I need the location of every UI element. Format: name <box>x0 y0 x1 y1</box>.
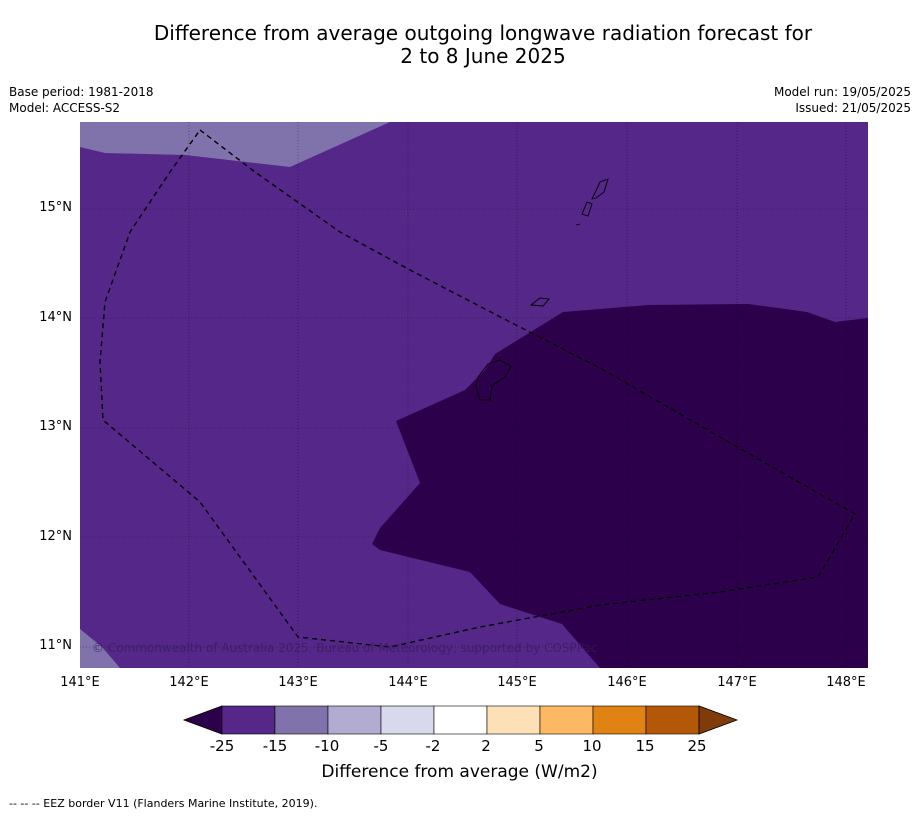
lat-label-12n: 12°N <box>39 529 72 544</box>
colorbar-tick: 15 <box>635 737 655 755</box>
lat-label-13n: 13°N <box>39 419 72 434</box>
colorbar-tick: 10 <box>582 737 602 755</box>
colorbar-extend-max <box>698 705 739 735</box>
colorbar-segment <box>486 705 541 735</box>
lat-label-15n: 15°N <box>39 200 72 215</box>
title-line-2: 2 to 8 June 2025 <box>400 44 566 68</box>
anomaly-region-minus15-minus10-south <box>80 629 120 668</box>
islands <box>475 178 609 401</box>
colorbar-segment <box>221 705 276 735</box>
colorbar-segment <box>274 705 329 735</box>
colorbar-tick: -2 <box>425 737 441 755</box>
lon-label-145e: 145°E <box>497 675 537 690</box>
copyright-notice: © Commonwealth of Australia 2025, Bureau… <box>92 641 598 655</box>
graticule <box>80 122 868 668</box>
colorbar-tick: -15 <box>262 737 288 755</box>
base-period: Base period: 1981-2018 <box>9 85 154 99</box>
island-south <box>475 359 512 401</box>
colorbar-tick: 2 <box>481 737 491 755</box>
model-run: Model run: 19/05/2025 <box>773 85 911 99</box>
lon-label-141e: 141°E <box>60 675 100 690</box>
map-panel <box>80 122 868 668</box>
eez-border-legend: -- -- -- EEZ border V11 (Flanders Marine… <box>9 797 318 810</box>
colorbar-segment <box>645 705 700 735</box>
run-info: Model run: 19/05/2025 Issued: 21/05/2025 <box>774 84 911 116</box>
colorbar-segment <box>592 705 647 735</box>
model-name: Model: ACCESS-S2 <box>9 101 121 115</box>
model-info: Base period: 1981-2018 Model: ACCESS-S2 <box>9 84 154 116</box>
lon-label-142e: 142°E <box>169 675 209 690</box>
colorbar-segment <box>380 705 435 735</box>
colorbar-tick: 5 <box>534 737 544 755</box>
colorbar-label: Difference from average (W/m2) <box>321 762 598 782</box>
eez-border <box>99 129 856 648</box>
colorbar-tick: -5 <box>373 737 389 755</box>
colorbar-tick: -10 <box>314 737 340 755</box>
lat-label-14n: 14°N <box>39 310 72 325</box>
colorbar-tick: 25 <box>687 737 707 755</box>
lat-label-11n: 11°N <box>39 638 72 653</box>
lon-label-143e: 143°E <box>278 675 318 690</box>
colorbar <box>182 705 739 735</box>
island-north-3 <box>575 223 581 226</box>
lon-label-144e: 144°E <box>388 675 428 690</box>
anomaly-region-below-minus25 <box>372 304 868 668</box>
island-north-2 <box>581 201 593 217</box>
lon-label-148e: 148°E <box>826 675 866 690</box>
issued-date: Issued: 21/05/2025 <box>795 101 911 115</box>
anomaly-region-minus15-minus10-north <box>80 122 390 167</box>
lon-label-146e: 146°E <box>607 675 647 690</box>
title-line-1: Difference from average outgoing longwav… <box>153 21 813 45</box>
colorbar-tick: -25 <box>209 737 235 755</box>
island-middle <box>529 297 550 307</box>
colorbar-extend-min <box>182 705 223 735</box>
colorbar-segment <box>433 705 488 735</box>
lon-label-147e: 147°E <box>717 675 757 690</box>
colorbar-segment <box>539 705 594 735</box>
colorbar-segment <box>327 705 382 735</box>
map-title: Difference from average outgoing longwav… <box>0 22 919 68</box>
island-north-1 <box>591 178 609 200</box>
